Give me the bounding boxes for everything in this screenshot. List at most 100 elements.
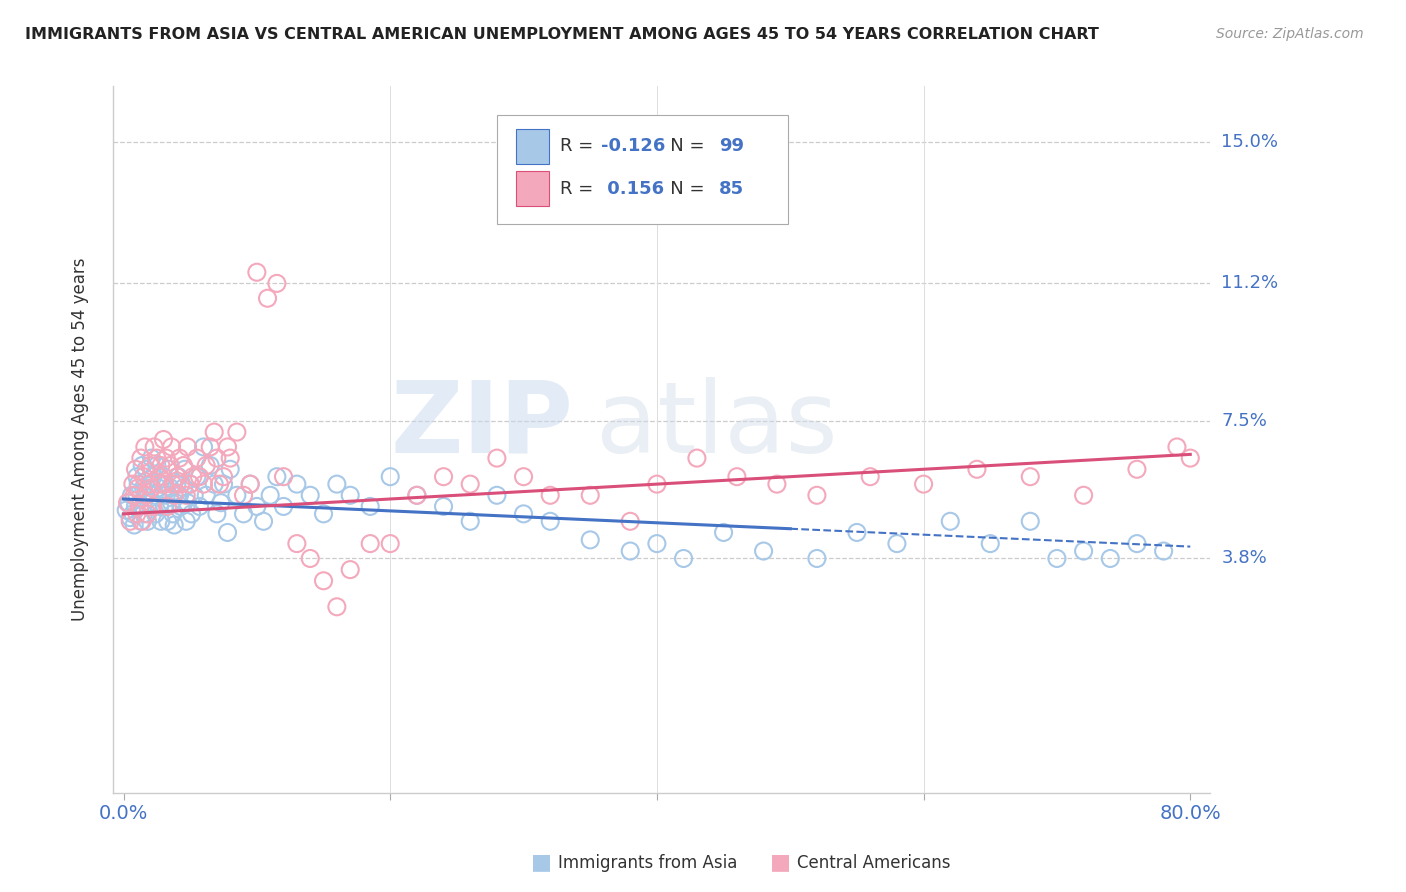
Text: IMMIGRANTS FROM ASIA VS CENTRAL AMERICAN UNEMPLOYMENT AMONG AGES 45 TO 54 YEARS : IMMIGRANTS FROM ASIA VS CENTRAL AMERICAN…	[25, 27, 1099, 42]
Point	[219, 462, 242, 476]
Point	[169, 488, 191, 502]
Point	[232, 507, 254, 521]
Point	[159, 481, 181, 495]
Point	[619, 544, 641, 558]
Point	[127, 477, 149, 491]
Point	[162, 477, 184, 491]
Point	[141, 451, 163, 466]
Point	[205, 507, 228, 521]
Point	[198, 440, 221, 454]
Text: R =: R =	[560, 180, 599, 198]
Point	[1019, 469, 1042, 483]
Text: 85: 85	[718, 180, 744, 198]
Point	[176, 496, 198, 510]
Point	[183, 488, 205, 502]
Point	[136, 507, 159, 521]
Point	[432, 469, 454, 483]
Point	[512, 507, 534, 521]
Point	[212, 477, 235, 491]
Point	[193, 477, 215, 491]
Point	[312, 507, 335, 521]
Point	[1073, 488, 1095, 502]
Point	[156, 514, 179, 528]
Point	[139, 477, 162, 491]
Point	[163, 488, 186, 502]
Point	[266, 277, 288, 291]
Point	[188, 500, 211, 514]
Text: R =: R =	[560, 137, 599, 155]
Point	[273, 469, 295, 483]
Text: 0.156: 0.156	[602, 180, 664, 198]
Point	[198, 458, 221, 473]
Point	[125, 507, 148, 521]
FancyBboxPatch shape	[496, 114, 787, 224]
Point	[170, 500, 193, 514]
Point	[115, 503, 138, 517]
Point	[138, 477, 160, 491]
Point	[195, 458, 218, 473]
Point	[273, 500, 295, 514]
Point	[145, 507, 167, 521]
Point	[979, 536, 1001, 550]
Point	[117, 496, 139, 510]
Point	[326, 477, 349, 491]
Point	[149, 514, 172, 528]
Point	[966, 462, 988, 476]
Point	[121, 507, 143, 521]
Point	[1046, 551, 1069, 566]
Point	[645, 536, 668, 550]
Point	[186, 469, 208, 483]
Point	[120, 514, 142, 528]
Point	[579, 533, 602, 547]
Point	[129, 514, 152, 528]
Point	[645, 477, 668, 491]
Point	[136, 514, 159, 528]
Point	[380, 536, 402, 550]
Point	[155, 488, 177, 502]
Point	[1099, 551, 1122, 566]
Point	[132, 507, 155, 521]
Point	[766, 477, 789, 491]
Point	[179, 477, 201, 491]
Text: -0.126: -0.126	[602, 137, 665, 155]
Point	[312, 574, 335, 588]
Point	[169, 451, 191, 466]
Point	[127, 481, 149, 495]
Point	[285, 477, 308, 491]
Point	[725, 469, 748, 483]
Point	[143, 488, 166, 502]
Text: 7.5%: 7.5%	[1222, 412, 1267, 430]
Point	[239, 477, 262, 491]
Point	[173, 462, 195, 476]
Point	[139, 458, 162, 473]
Point	[1019, 514, 1042, 528]
Point	[186, 451, 208, 466]
Point	[912, 477, 935, 491]
Point	[142, 500, 165, 514]
Point	[163, 518, 186, 533]
Point	[181, 469, 204, 483]
Point	[217, 440, 239, 454]
Point	[152, 469, 174, 483]
Point	[148, 500, 170, 514]
Point	[239, 477, 262, 491]
Point	[195, 488, 218, 502]
Point	[174, 514, 197, 528]
Text: Source: ZipAtlas.com: Source: ZipAtlas.com	[1216, 27, 1364, 41]
Text: N =: N =	[652, 180, 710, 198]
Point	[806, 488, 828, 502]
Point	[122, 488, 145, 502]
Point	[299, 551, 322, 566]
Point	[173, 481, 195, 495]
Point	[128, 500, 150, 514]
Point	[886, 536, 908, 550]
Point	[256, 291, 278, 305]
Point	[174, 488, 197, 502]
Text: N =: N =	[652, 137, 710, 155]
Point	[153, 477, 176, 491]
Text: ■: ■	[531, 853, 551, 872]
Point	[579, 488, 602, 502]
Point	[122, 518, 145, 533]
Point	[132, 469, 155, 483]
Point	[160, 440, 183, 454]
